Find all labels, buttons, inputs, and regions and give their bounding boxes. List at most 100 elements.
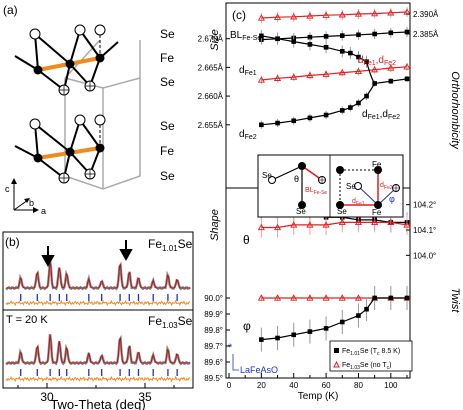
axes-glyph: c b a xyxy=(5,178,46,216)
axis-c-label: c xyxy=(5,184,10,194)
calculated-pattern xyxy=(6,261,190,289)
ytick-label: 104.2° xyxy=(413,201,436,210)
panel-b-xlabel: Two-Theta (deg) xyxy=(50,397,145,410)
se-atom xyxy=(94,114,106,126)
xtick-label: 100 xyxy=(384,381,398,390)
legend-square-icon xyxy=(334,348,339,353)
series-line xyxy=(261,221,408,229)
dfe-red-label: dFe1,dFe2 xyxy=(358,55,396,67)
pattern-top xyxy=(5,260,191,307)
panel-c: (c) 2.655Å 2.660Å 2.665Å 2.670Å 2.385Å 2.390Å… xyxy=(198,2,461,402)
se-atom xyxy=(94,24,106,36)
size-label: Size xyxy=(209,29,221,50)
dfe2-label: dFe2 xyxy=(239,129,257,141)
temperature-label: T = 20 K xyxy=(6,314,48,326)
twist-label: Twist xyxy=(449,288,461,314)
xtick-label: 60 xyxy=(322,381,331,390)
xtick-label: 35 xyxy=(138,390,152,404)
observed-pattern xyxy=(5,260,191,291)
data-point xyxy=(404,76,410,82)
legend: Fe1.01Se (Tc 8.5 K) Fe1.03Se (no Tc) xyxy=(329,340,413,372)
layer-label: Se xyxy=(160,27,175,41)
se-atom xyxy=(74,114,86,126)
se-atom xyxy=(29,28,41,40)
series-line xyxy=(261,35,367,63)
panel-b-xticks xyxy=(17,383,175,388)
data-point xyxy=(259,33,264,39)
sample-label-bottom: Fe1.03Se xyxy=(148,314,193,330)
ytick-label: 90.0° xyxy=(204,294,223,303)
ytick-label: 104.1° xyxy=(413,226,436,235)
ytick-label: 2.390Å xyxy=(413,10,439,19)
theta-label: θ xyxy=(243,233,250,247)
ytick-label: 89.7° xyxy=(204,342,223,351)
series-line xyxy=(261,31,408,41)
se-atom xyxy=(74,24,86,36)
fe-atom xyxy=(95,53,105,63)
calculated-pattern xyxy=(6,334,190,364)
layer-label: Fe xyxy=(160,144,174,158)
panel-c-frame xyxy=(225,2,411,379)
ytick-label: 89.6° xyxy=(204,358,223,367)
shape-label: Shape xyxy=(209,209,221,241)
axis-b-label: b xyxy=(29,198,34,208)
ytick-label: 2.385Å xyxy=(413,30,439,39)
data-point xyxy=(259,337,264,342)
series-line xyxy=(261,95,367,126)
ytick-label: 2.660Å xyxy=(198,92,224,101)
data-point xyxy=(259,122,264,128)
fe-atom xyxy=(33,153,43,163)
ytick-label: 104.0° xyxy=(413,251,436,260)
difference-curve xyxy=(5,375,191,383)
fe-atom xyxy=(65,59,75,69)
inset-dfe2: dFe2 xyxy=(380,182,393,191)
inset-se: Se xyxy=(262,171,272,180)
inset-fe: Fe xyxy=(372,208,382,217)
layer-label: Se xyxy=(160,75,175,89)
inset-phi: φ xyxy=(389,194,395,204)
xtick-label: 0 xyxy=(227,381,232,390)
inset-bl: BLFe-Se xyxy=(305,187,327,196)
inset-se: Se xyxy=(337,207,347,216)
xtick-label: 80 xyxy=(354,381,363,390)
series-line xyxy=(374,78,408,85)
top-layer xyxy=(14,24,119,96)
fork-curve xyxy=(365,61,376,97)
observed-pattern xyxy=(5,334,191,366)
peak-arrows xyxy=(41,240,133,268)
se-atom xyxy=(29,118,41,130)
difference-curve xyxy=(5,299,191,307)
legend-entry-1: Fe1.01Se (Tc 8.5 K) xyxy=(342,348,400,357)
layer-label: Se xyxy=(160,169,175,183)
panel-a: (a) xyxy=(3,3,175,216)
orthorhombicity-label: Orthorhombicity xyxy=(449,71,461,150)
bottom-layer xyxy=(14,114,106,184)
ytick-label: 2.655Å xyxy=(198,121,224,130)
series-line xyxy=(261,11,408,19)
series-line xyxy=(261,66,408,81)
legend-triangle-icon xyxy=(333,360,340,368)
dfe-avg-label: dFe1,dFe2 xyxy=(362,109,400,121)
bl-label: BLFe-Se xyxy=(230,30,261,42)
lafeaso-marker: * xyxy=(228,342,233,354)
ytick-label: 89.9° xyxy=(204,310,223,319)
inset-se: Se xyxy=(296,207,306,216)
inset-theta: θ xyxy=(294,174,299,184)
layer-label: Fe xyxy=(160,51,174,65)
inset-dfe1: dFe1 xyxy=(352,198,365,207)
ytick-label: 2.665Å xyxy=(198,63,224,72)
layer-label: Se xyxy=(160,119,175,133)
panel-b-label: (b) xyxy=(5,235,20,249)
sample-label-top: Fe1.01Se xyxy=(148,237,193,253)
series-line xyxy=(261,297,407,341)
unit-cell-box xyxy=(64,39,141,190)
panel-c-label: (c) xyxy=(232,8,246,22)
fe-atom xyxy=(33,65,43,75)
pattern-bottom xyxy=(5,334,191,383)
inset-se: Se xyxy=(346,182,356,191)
ytick-label: 89.5° xyxy=(204,374,223,383)
panel-b: (b) Fe1.01Se T = 20 K Fe1.03Se 30 35 Two… xyxy=(2,231,194,410)
fe-atom xyxy=(95,143,105,153)
panel-a-label: (a) xyxy=(3,3,18,17)
